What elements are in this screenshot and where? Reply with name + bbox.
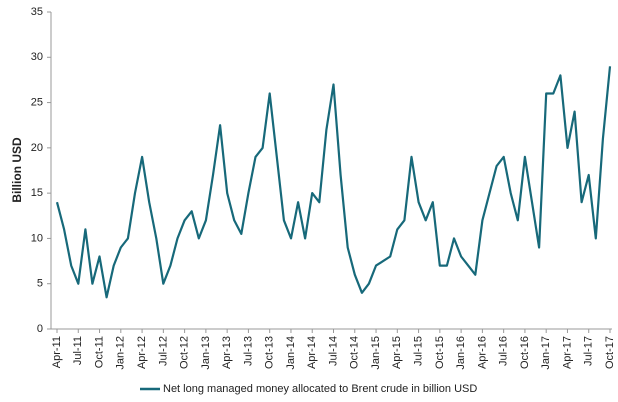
y-tick-label: 35 — [31, 6, 43, 18]
y-tick-label: 0 — [37, 323, 43, 335]
series-line — [55, 66, 612, 299]
x-tick-label: Oct-17 — [604, 336, 616, 369]
legend-label: Net long managed money allocated to Bren… — [163, 383, 477, 395]
x-tick-label: Jul-17 — [583, 336, 595, 366]
x-tick-label: Oct-15 — [434, 336, 446, 369]
y-tick-label: 20 — [31, 142, 43, 154]
x-tick-label: Jul-16 — [498, 336, 510, 366]
y-tick-label: 15 — [31, 187, 43, 199]
y-tick-label: 25 — [31, 96, 43, 108]
x-tick-label: Oct-13 — [264, 336, 276, 369]
x-tick-label: Jan-15 — [370, 336, 382, 370]
x-tick-label: Apr-16 — [476, 336, 488, 369]
x-tick-label: Oct-12 — [179, 336, 191, 369]
x-tick-label: Apr-14 — [306, 336, 318, 369]
x-tick-label: Jan-14 — [285, 336, 297, 370]
x-tick-label: Jul-12 — [157, 336, 169, 366]
x-tick-label: Jan-13 — [200, 336, 212, 370]
x-tick-label: Oct-14 — [349, 336, 361, 369]
x-tick-label: Jan-12 — [115, 336, 127, 370]
x-tick-label: Apr-11 — [51, 336, 63, 368]
x-tick-label: Apr-15 — [391, 336, 403, 369]
x-tick-label: Jul-13 — [242, 336, 254, 366]
x-tick-label: Jan-16 — [455, 336, 467, 370]
x-tick-label: Jan-17 — [540, 336, 552, 370]
x-tick-label: Jul-11 — [72, 336, 84, 365]
y-axis-title: Billion USD — [10, 137, 24, 203]
x-tick-label: Oct-16 — [519, 336, 531, 369]
x-tick-label: Jul-14 — [327, 336, 339, 366]
y-tick-label: 10 — [31, 232, 43, 244]
x-tick-label: Apr-12 — [136, 336, 148, 369]
x-tick-label: Jul-15 — [412, 336, 424, 366]
x-tick-label: Apr-17 — [561, 336, 573, 369]
x-tick-label: Apr-13 — [221, 336, 233, 369]
x-tick-label: Oct-11 — [93, 336, 105, 368]
y-tick-label: 5 — [37, 278, 43, 290]
y-tick-label: 30 — [31, 51, 43, 63]
